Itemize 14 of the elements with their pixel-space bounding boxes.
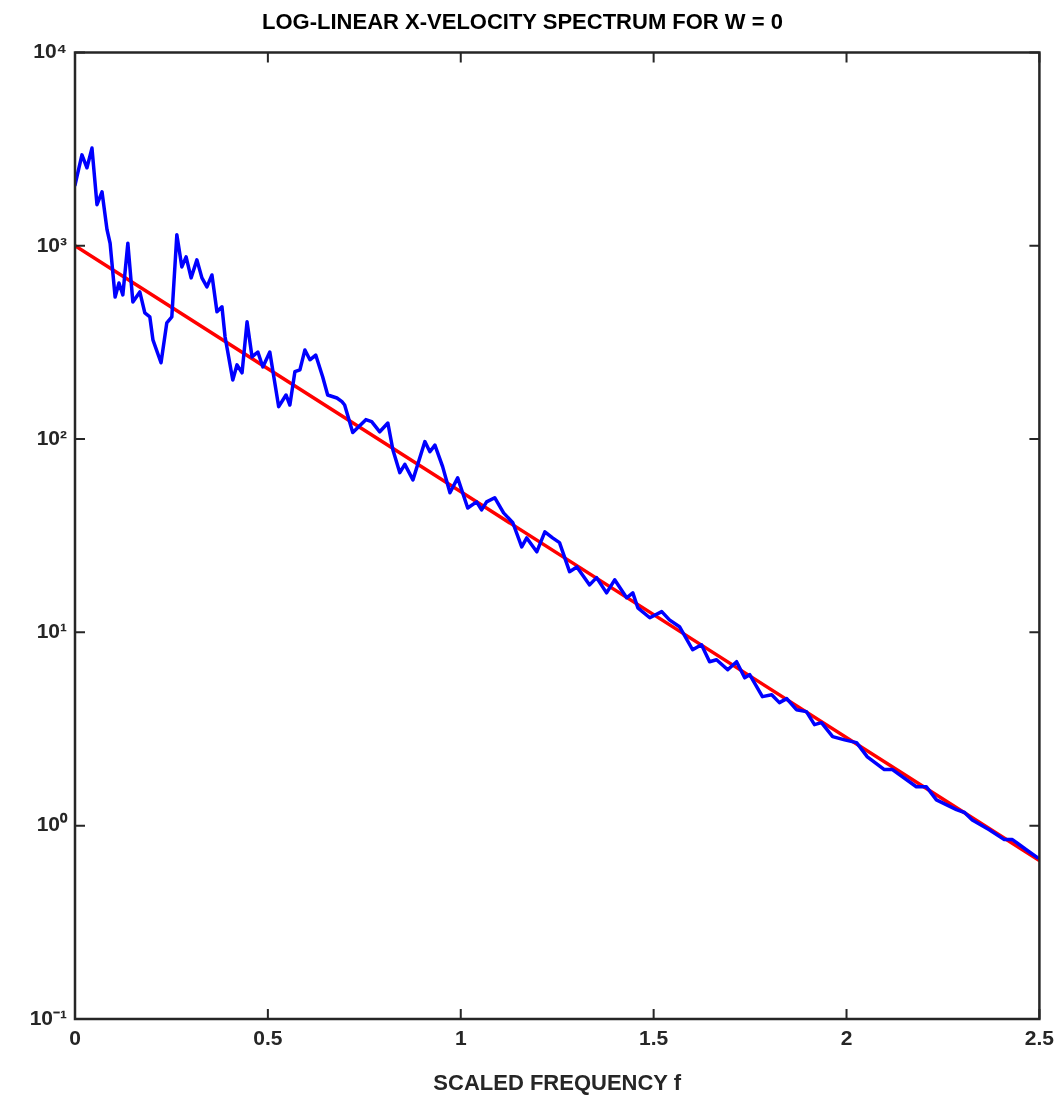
x-tick-label: 1	[454, 1026, 467, 1050]
x-tick-label: 0.5	[253, 1026, 283, 1050]
x-tick-label: 2.5	[1024, 1026, 1055, 1050]
x-tick-label: 2	[840, 1026, 853, 1050]
y-tick-label: 10⁴	[33, 39, 67, 63]
y-tick-label: 10³	[36, 232, 67, 256]
y-tick-label: 10¹	[36, 619, 67, 643]
x-tick-label: 1.5	[639, 1026, 669, 1050]
y-tick-label: 10⁰	[36, 812, 68, 836]
x-tick-label: 0	[69, 1026, 81, 1050]
x-axis-title: SCALED FREQUENCY f	[433, 1069, 682, 1095]
y-tick-label: 10⁻¹	[29, 1005, 67, 1029]
y-tick-label: 10²	[36, 425, 67, 449]
chart-title: LOG-LINEAR X-VELOCITY SPECTRUM FOR W = 0	[262, 9, 783, 35]
